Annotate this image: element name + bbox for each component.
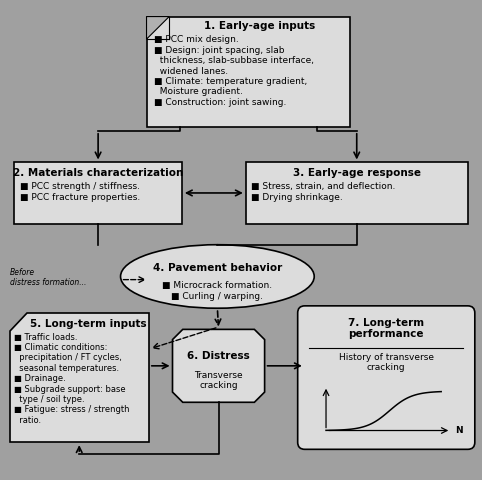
Text: Transverse
cracking: Transverse cracking [194,371,243,390]
Text: History of transverse
cracking: History of transverse cracking [339,353,434,372]
FancyBboxPatch shape [14,162,182,224]
Text: 7. Long-term
performance: 7. Long-term performance [348,318,424,339]
FancyBboxPatch shape [147,16,349,127]
Text: ■ PCC strength / stiffness.
■ PCC fracture properties.: ■ PCC strength / stiffness. ■ PCC fractu… [20,182,140,202]
Text: ■ Traffic loads.
■ Climatic conditions:
  precipitation / FT cycles,
  seasonal : ■ Traffic loads. ■ Climatic conditions: … [14,333,130,425]
Text: 4. Pavement behavior: 4. Pavement behavior [153,263,282,273]
Text: ■ Stress, strain, and deflection.
■ Drying shrinkage.: ■ Stress, strain, and deflection. ■ Dryi… [252,182,396,202]
Text: 6. Distress: 6. Distress [187,351,250,361]
Text: 3. Early-age response: 3. Early-age response [293,168,421,178]
Polygon shape [173,329,265,402]
FancyBboxPatch shape [246,162,468,224]
Text: 1. Early-age inputs: 1. Early-age inputs [204,21,315,31]
Text: 5. Long-term inputs: 5. Long-term inputs [30,319,147,328]
Text: ■ Microcrack formation.
■ Curling / warping.: ■ Microcrack formation. ■ Curling / warp… [162,281,272,300]
Text: ■ PCC mix design.
■ Design: joint spacing, slab
  thickness, slab-subbase interf: ■ PCC mix design. ■ Design: joint spacin… [154,36,314,107]
Polygon shape [147,16,169,39]
Text: Before
distress formation...: Before distress formation... [10,268,86,287]
Polygon shape [10,313,149,442]
Text: 2. Materials characterization: 2. Materials characterization [13,168,183,178]
Ellipse shape [120,245,314,308]
FancyBboxPatch shape [298,306,475,449]
Text: N: N [455,426,463,435]
